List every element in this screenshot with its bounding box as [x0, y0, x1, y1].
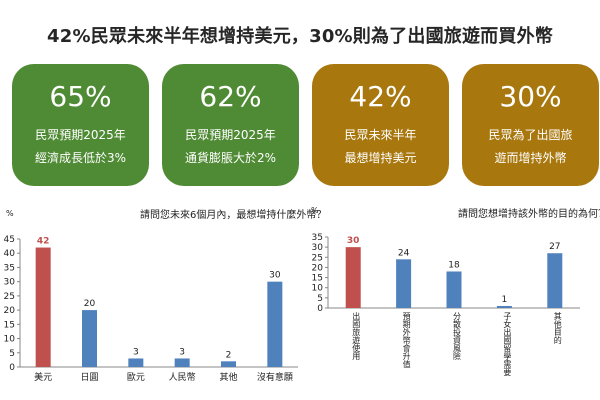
chart2-bar: [396, 259, 412, 308]
chart1-title: 請問您未來6個月內，最想增持什麼外幣？: [140, 208, 326, 221]
chart1-x-tick-label: 人民幣: [169, 371, 196, 383]
chart1-y-unit: %: [6, 209, 14, 218]
stat-value: 30%: [499, 80, 562, 113]
chart2-bar: [547, 253, 563, 308]
chart1-y-tick-label: 25: [4, 292, 15, 302]
chart1-bar: [82, 310, 97, 367]
chart2-data-label: 24: [398, 248, 410, 258]
chart2-bar: [496, 305, 512, 308]
page-title: 42%民眾未來半年想增持美元，30%則為了出國旅遊而買外幣: [47, 26, 553, 47]
chart1-y-tick-label: 30: [4, 278, 16, 288]
chart1-data-label: 3: [179, 347, 185, 357]
chart1-bar: [128, 358, 144, 367]
chart1-data-label: 30: [269, 271, 281, 281]
chart2-y-tick-label: 25: [312, 253, 323, 263]
chart2-data-label: 30: [347, 236, 360, 246]
chart2-data-label: 18: [448, 260, 460, 270]
chart2-y-tick-label: 0: [317, 304, 323, 314]
stat-value: 42%: [349, 80, 412, 113]
chart2-y-unit: %: [311, 206, 319, 215]
stat-card-growth: 65% 民眾預期2025年 經濟成長低於3%: [12, 64, 149, 186]
chart2-data-label: 1: [502, 295, 508, 305]
chart1-y-tick-label: 20: [4, 306, 16, 316]
chart1-data-label: 20: [84, 299, 96, 309]
chart2-bar: [446, 271, 462, 308]
chart2-x-tick-label: 子女出國留學需要: [503, 312, 512, 377]
chart2-data-label: 27: [549, 242, 560, 252]
chart1-bar: [35, 247, 51, 367]
stat-value: 62%: [199, 80, 262, 113]
chart2-x-tick-label: 預期外幣會升值: [402, 312, 411, 369]
chart2-y-tick-label: 35: [312, 233, 323, 243]
chart2-y-tick-label: 20: [312, 263, 324, 273]
chart1-bar: [221, 361, 236, 367]
stat-label-line2: 經濟成長低於3%: [34, 151, 127, 165]
chart1-bar: [267, 281, 283, 367]
chart2-x-tick-label: 分散投資風險: [453, 312, 462, 361]
chart1-y-tick-label: 40: [4, 249, 16, 259]
chart2-y-tick-label: 5: [317, 294, 323, 304]
stat-label-line1: 民眾為了出國旅: [488, 128, 573, 142]
chart1-bar: [174, 358, 190, 367]
stat-value: 65%: [49, 80, 112, 113]
chart2-y-tick-label: 10: [312, 284, 324, 294]
chart1-x-tick-label: 美元: [34, 371, 52, 383]
chart1-y-tick-label: 45: [4, 235, 15, 245]
chart1-y-tick-label: 15: [4, 320, 15, 330]
chart1-x-tick-label: 日圓: [80, 372, 98, 383]
stat-card-inflation: 62% 民眾預期2025年 通貨膨脹大於2%: [162, 64, 299, 186]
stat-card-usd: 42% 民眾未來半年 最想增持美元: [312, 64, 449, 186]
chart1-x-tick-label: 其他: [219, 371, 237, 383]
chart1-y-tick-label: 35: [4, 263, 15, 273]
chart2-x-tick-label: 其他目的: [553, 312, 562, 345]
chart1-y-tick-label: 0: [9, 363, 15, 373]
stat-card-travel: 30% 民眾為了出國旅 遊而增持外幣: [462, 64, 599, 186]
stat-label-line2: 通貨膨脹大於2%: [184, 151, 277, 165]
chart2-bar: [345, 247, 361, 308]
chart1-x-tick-label: 沒有意願: [257, 371, 293, 383]
chart2-title: 請問您想增持該外幣的目的為何？: [458, 207, 600, 220]
stat-label-line1: 民眾預期2025年: [185, 128, 276, 142]
stat-label-line2: 最想增持美元: [344, 151, 417, 165]
chart2-y-tick-label: 30: [312, 243, 324, 253]
chart1-data-label: 3: [133, 347, 139, 357]
stat-label-line1: 民眾未來半年: [344, 128, 417, 142]
chart1-data-label: 2: [226, 350, 232, 360]
chart1-y-tick-label: 10: [4, 335, 16, 345]
chart2-y-tick-label: 15: [312, 274, 323, 284]
chart2-x-tick-label: 出國旅遊使用: [352, 311, 361, 361]
chart1-x-tick-label: 歐元: [127, 371, 145, 383]
chart1-y-tick-label: 5: [9, 349, 15, 359]
chart1-data-label: 42: [37, 237, 50, 247]
stat-label-line1: 民眾預期2025年: [35, 128, 126, 142]
stat-label-line2: 遊而增持外幣: [494, 151, 567, 165]
